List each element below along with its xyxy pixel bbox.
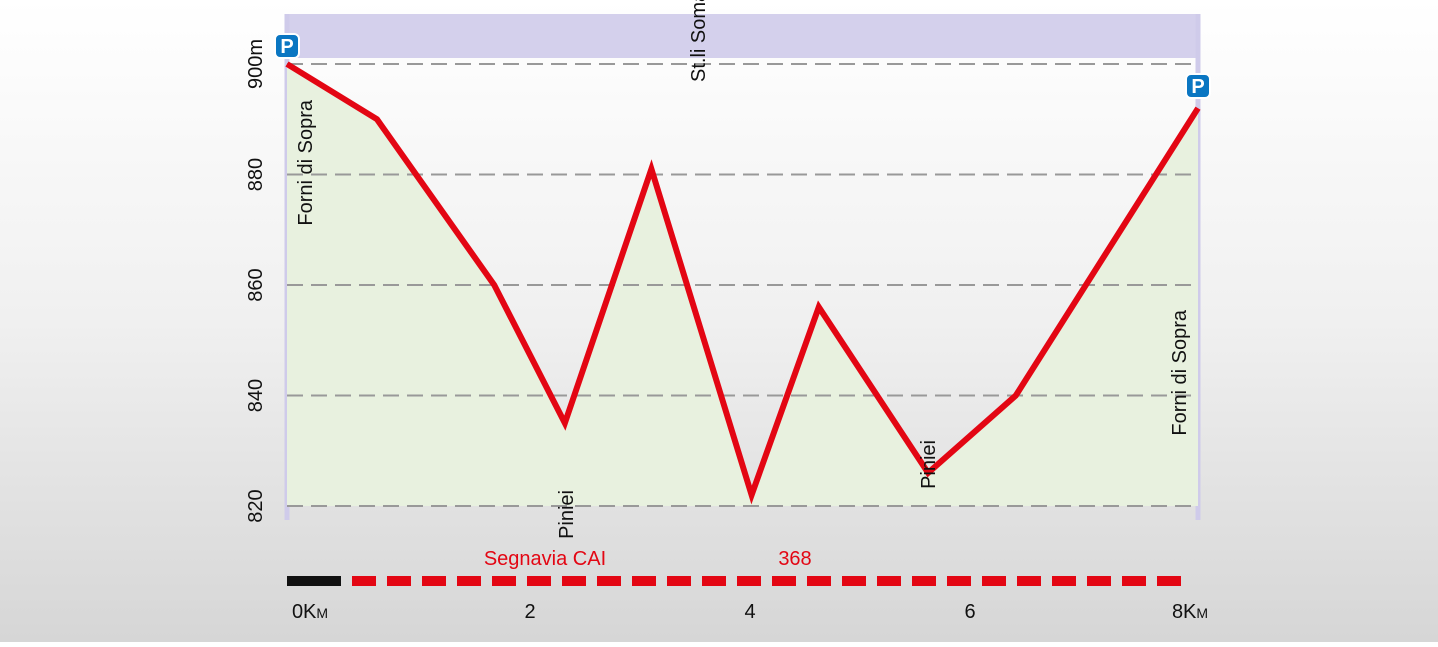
- scale-start: [287, 576, 341, 586]
- top-band: [287, 14, 1198, 58]
- parking-label: P: [280, 36, 293, 58]
- annotation: Piniei: [918, 440, 940, 489]
- x-tick-label: 8Km: [1172, 601, 1208, 623]
- annotation: Forni di Sopra: [1169, 309, 1191, 435]
- x-tick-label: 2: [524, 601, 535, 623]
- annotation: Piniei: [556, 490, 578, 539]
- parking-label: P: [1191, 76, 1204, 98]
- chart: 900m 880 860 840 820 0Km 2 4 6 8Km Forni di Sopra P…: [0, 0, 1438, 642]
- annotation: Forni di Sopra: [295, 99, 317, 225]
- y-tick-label: 900m: [245, 39, 267, 89]
- background: [0, 0, 1438, 642]
- x-tick-label: 4: [744, 601, 755, 623]
- trail-number: 368: [778, 548, 811, 570]
- annotation: St.li Somalau: [688, 0, 710, 82]
- x-tick-label: 0Km: [292, 601, 328, 623]
- y-tick-label: 880: [245, 158, 267, 191]
- y-tick-label: 860: [245, 268, 267, 301]
- y-tick-label: 820: [245, 489, 267, 522]
- trail-label: Segnavia CAI: [484, 548, 606, 570]
- y-tick-label: 840: [245, 379, 267, 412]
- x-tick-label: 6: [964, 601, 975, 623]
